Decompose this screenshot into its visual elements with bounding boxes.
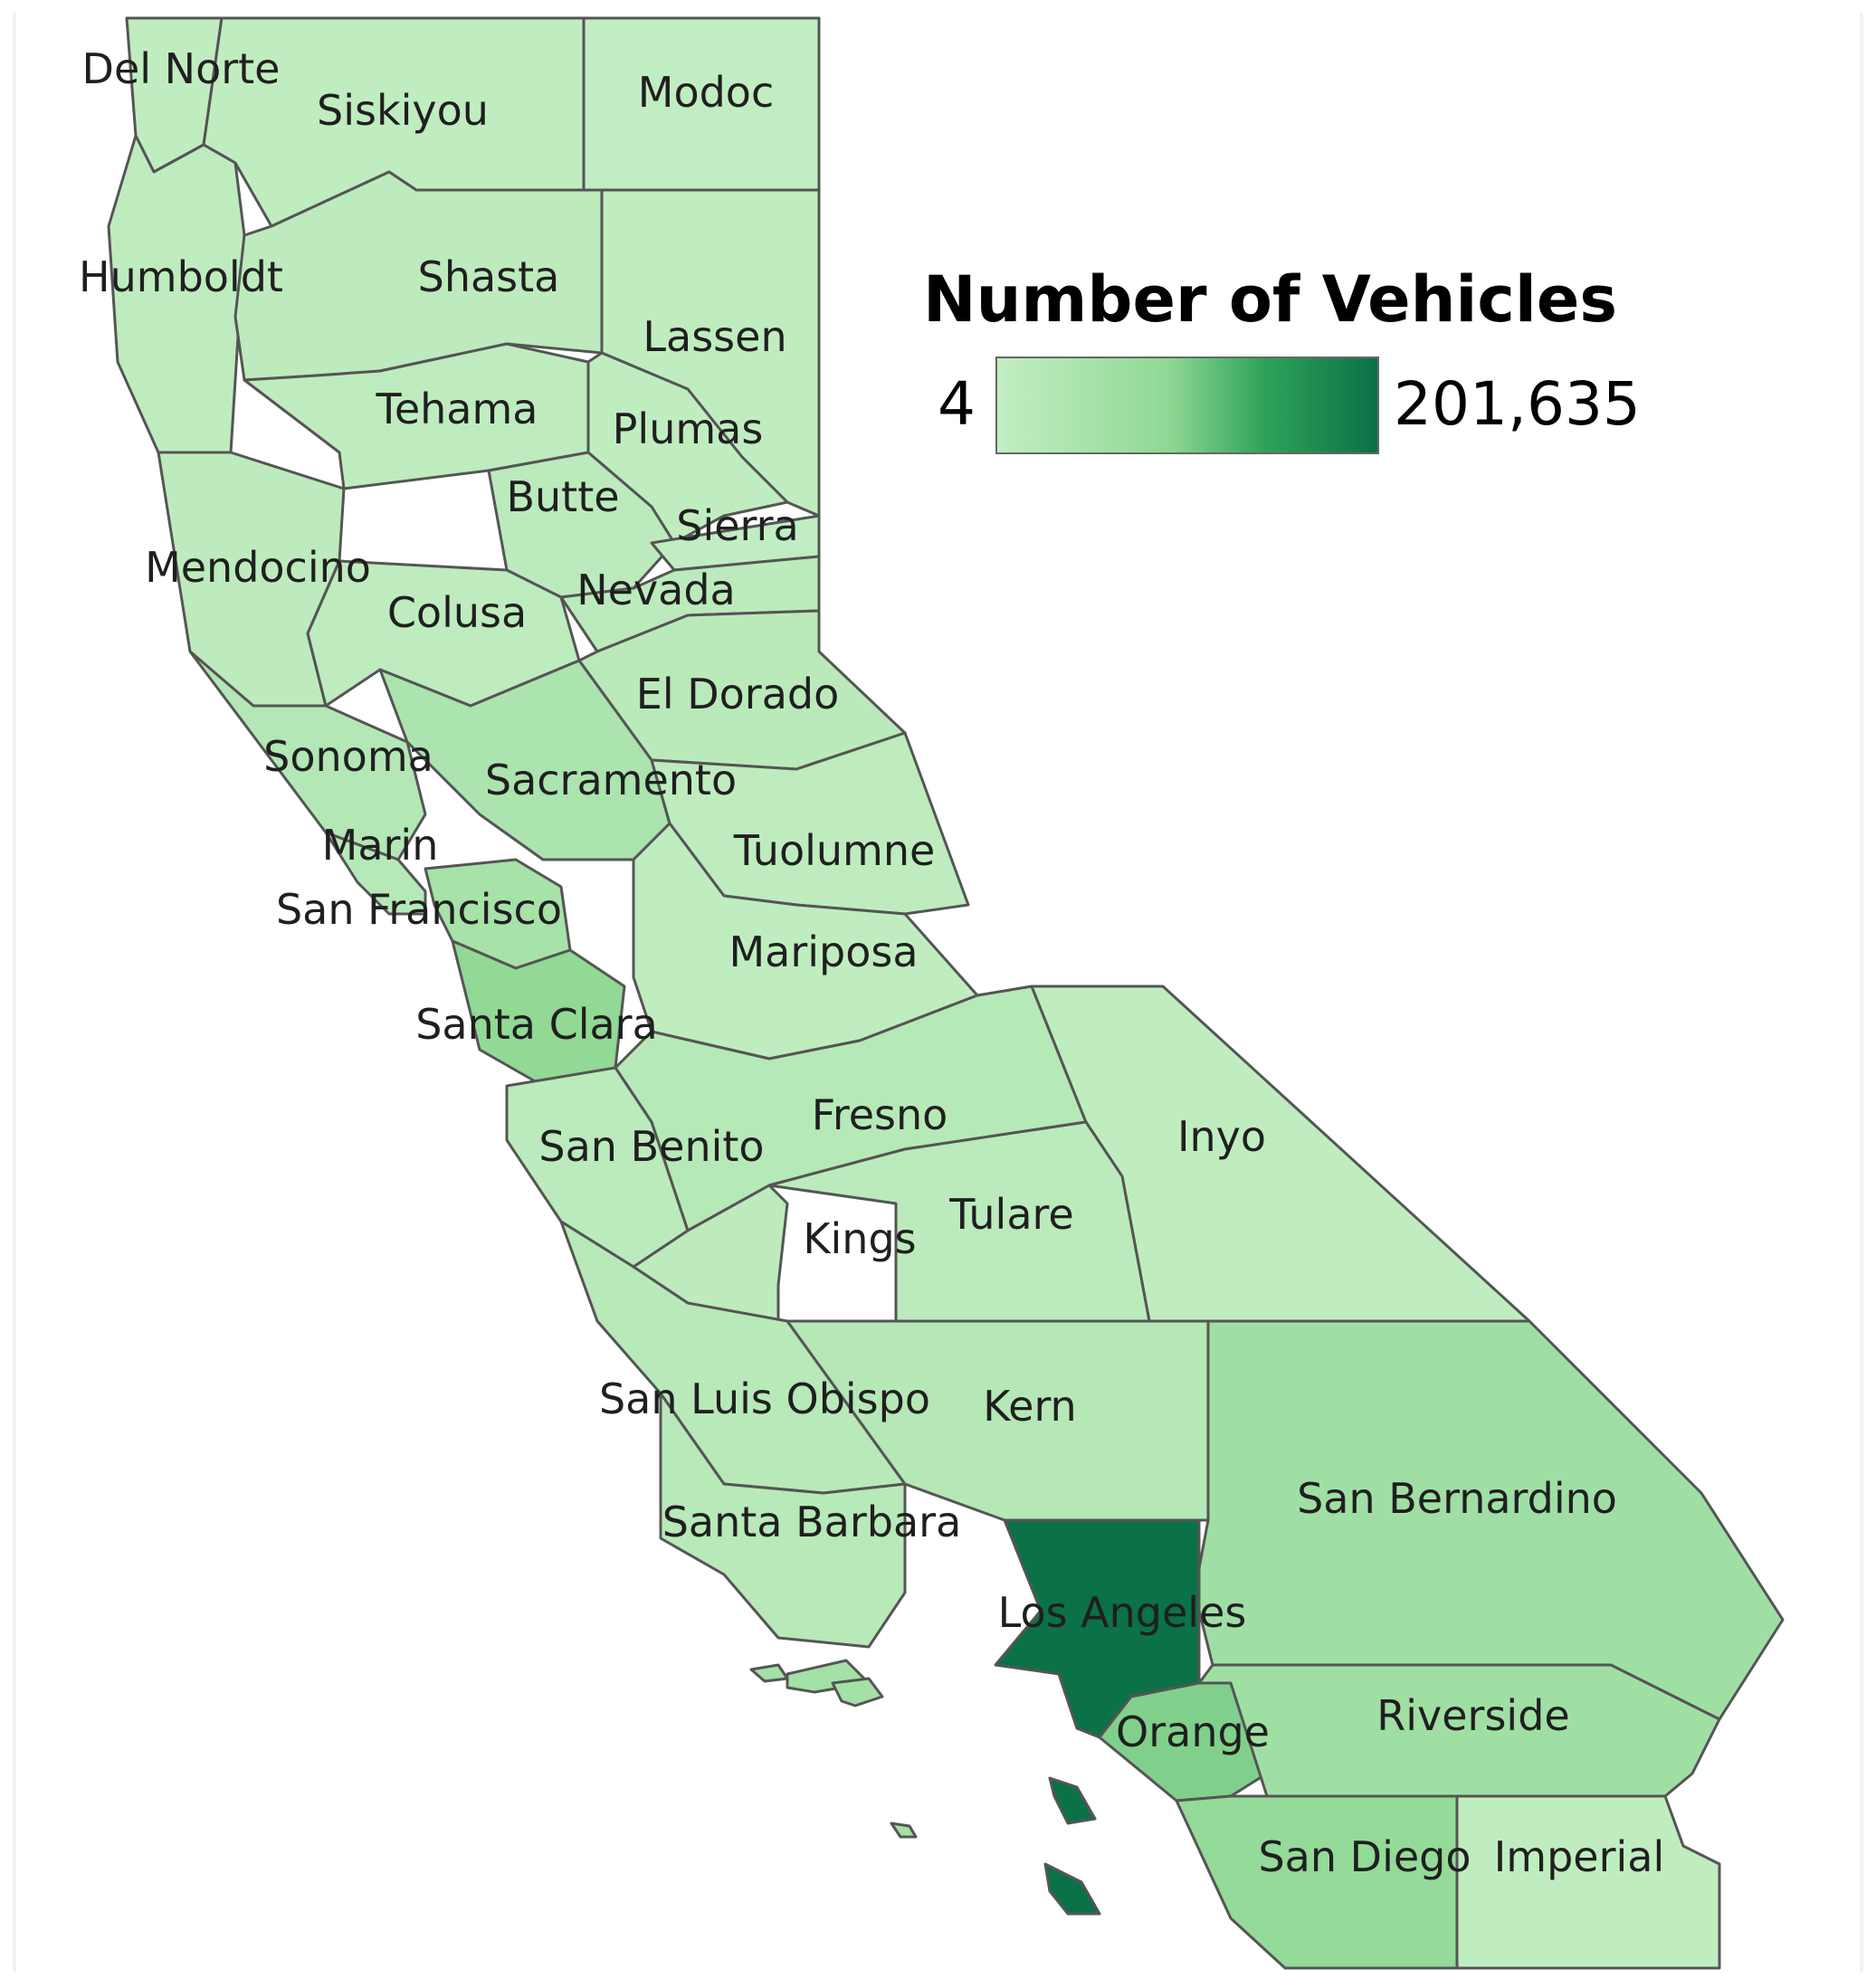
frame-border-right	[1860, 13, 1863, 1972]
county-label-shasta: Shasta	[418, 252, 560, 301]
channel-island	[1048, 1776, 1097, 1825]
county-label-marin: Marin	[322, 821, 439, 870]
county-label-riverside: Riverside	[1376, 1691, 1569, 1740]
county-imperial[interactable]	[1455, 1794, 1721, 1970]
color-legend: Number of Vehicles 4 201,635	[923, 262, 1738, 461]
county-label-mariposa: Mariposa	[728, 927, 918, 976]
legend-gradient-bar	[995, 357, 1379, 454]
county-label-san-benito: San Benito	[538, 1122, 764, 1171]
county-label-nevada: Nevada	[576, 566, 736, 614]
legend-max-label: 201,635	[1394, 369, 1641, 439]
channel-island	[890, 1822, 918, 1839]
county-label-san-bernardino: San Bernardino	[1297, 1474, 1617, 1523]
county-label-inyo: Inyo	[1177, 1112, 1266, 1161]
county-label-sierra: Sierra	[676, 501, 798, 550]
county-label-tehama: Tehama	[376, 385, 538, 433]
county-label-sacramento: Sacramento	[485, 756, 737, 804]
county-san-diego[interactable]	[1175, 1794, 1459, 1970]
county-label-los-angeles: Los Angeles	[998, 1588, 1247, 1637]
county-label-colusa: Colusa	[387, 588, 527, 637]
county-label-tuolumne: Tuolumne	[733, 826, 936, 875]
county-label-fresno: Fresno	[812, 1090, 948, 1139]
county-label-del-norte: Del Norte	[82, 44, 281, 93]
legend-min-label: 4	[938, 369, 976, 439]
channel-island	[1043, 1862, 1101, 1916]
county-label-orange: Orange	[1116, 1707, 1270, 1756]
county-label-butte: Butte	[506, 472, 619, 521]
county-label-san-francisco: San Francisco	[276, 885, 562, 934]
county-los-angeles[interactable]	[994, 1518, 1201, 1739]
county-label-modoc: Modoc	[638, 68, 774, 117]
county-tulare[interactable]	[767, 1120, 1151, 1323]
county-label-kings: Kings	[803, 1214, 916, 1263]
county-label-santa-barbara: Santa Barbara	[662, 1498, 962, 1546]
legend-title: Number of Vehicles	[923, 262, 1618, 337]
channel-island	[831, 1677, 884, 1707]
county-label-imperial: Imperial	[1494, 1832, 1665, 1881]
county-label-santa-clara: Santa Clara	[415, 1000, 658, 1049]
county-label-mendocino: Mendocino	[145, 543, 371, 592]
county-label-san-luis-obispo: San Luis Obispo	[599, 1374, 930, 1423]
county-label-lassen: Lassen	[643, 312, 786, 361]
county-label-san-diego: San Diego	[1258, 1832, 1471, 1881]
county-marin[interactable]	[324, 831, 427, 916]
county-santa-clara[interactable]	[451, 939, 626, 1088]
county-label-tulare: Tulare	[948, 1190, 1073, 1239]
county-label-siskiyou: Siskiyou	[317, 86, 489, 135]
county-label-plumas: Plumas	[613, 404, 764, 453]
county-riverside[interactable]	[1197, 1663, 1721, 1798]
frame-border-left	[13, 13, 16, 1972]
channel-island	[749, 1663, 789, 1683]
county-santa-barbara[interactable]	[659, 1392, 907, 1649]
county-label-sonoma: Sonoma	[263, 732, 433, 781]
county-label-el-dorado: El Dorado	[636, 670, 839, 718]
county-humboldt[interactable]	[107, 134, 246, 454]
county-label-humboldt: Humboldt	[79, 252, 283, 301]
county-label-kern: Kern	[983, 1382, 1076, 1431]
